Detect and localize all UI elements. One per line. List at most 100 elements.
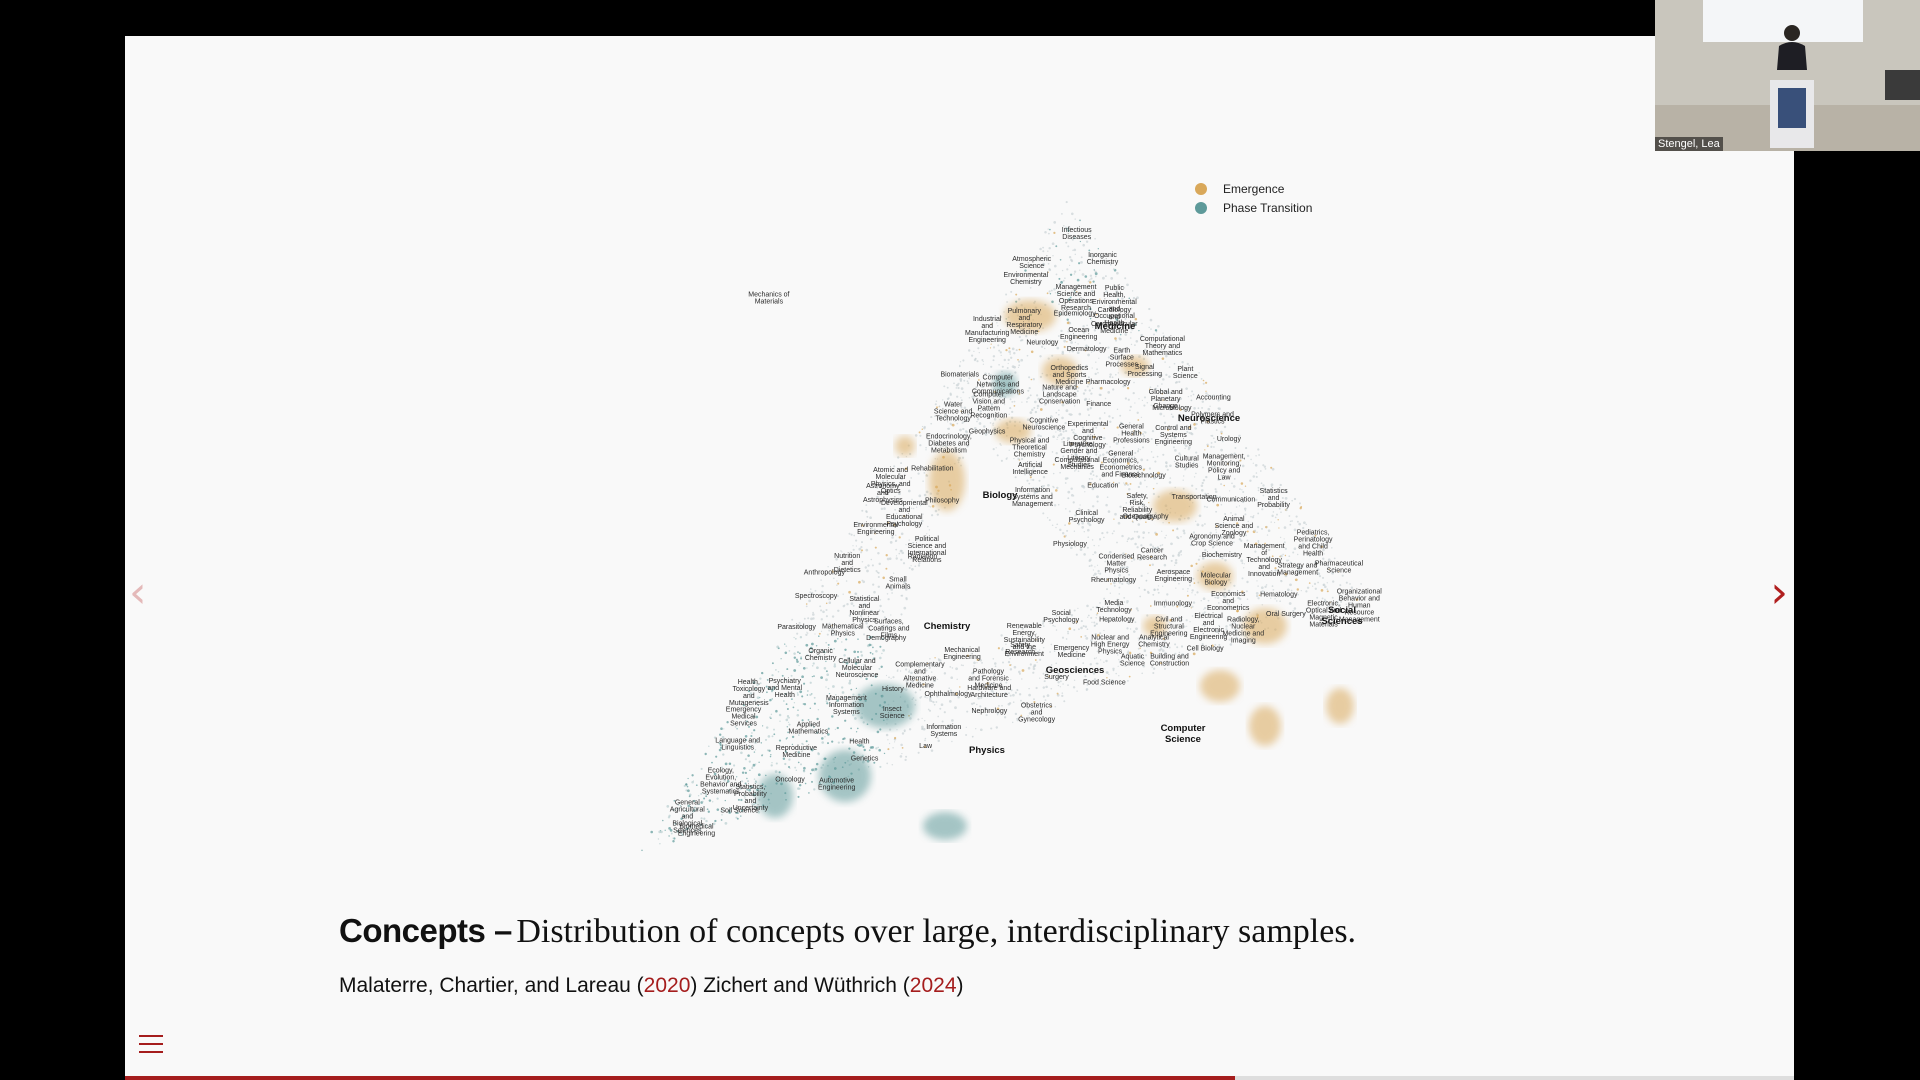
subfield-label-line: Research [1137,554,1167,561]
map-dot [878,667,881,670]
map-dot [1089,238,1092,240]
map-dot [1113,456,1116,459]
map-dot [1091,320,1093,322]
map-dot [1113,518,1115,520]
map-dot [1119,414,1122,417]
map-dot [1017,358,1019,361]
subfield-label-line: Pharmaceutical [1315,560,1364,567]
map-dot [1085,637,1089,640]
subfield-label: Rehabilitation [911,465,954,472]
map-dot [1020,714,1023,717]
map-dot [1077,343,1079,345]
map-dot [900,482,902,485]
subfield-label-line: Physics [1098,649,1123,656]
map-dot [753,709,756,712]
subfield-label-line: History [882,686,904,693]
subfield-label: Safety, Risk, Reliability and Quality [1120,493,1156,521]
map-dot [905,668,908,671]
map-dot [1009,694,1012,697]
map-dot [991,709,994,712]
map-dot [790,674,793,677]
map-dot [1204,611,1206,614]
map-dot [1087,376,1090,379]
subfield-label: Philosophy [925,497,960,504]
map-dot [1082,662,1085,664]
map-dot [1102,615,1104,618]
subfield-label: Reproductive Medicine [776,745,817,759]
map-dot [1239,528,1241,530]
map-dot [785,738,787,740]
map-dot [1221,557,1224,560]
map-dot [815,645,818,647]
map-dot [1198,372,1200,374]
map-dot [1038,440,1042,444]
chevron-left-icon[interactable]: ‹ [129,567,147,618]
map-dot [1303,521,1306,525]
map-dot [1081,521,1084,525]
map-dot [1166,578,1169,581]
map-dot [1119,457,1123,460]
map-dot [1079,240,1082,243]
map-dot [1001,704,1003,707]
map-dot [753,751,756,753]
subfield-label-line: Electronic [1193,627,1224,634]
subfield-label-line: Imaging [1231,638,1256,645]
map-dot [801,719,804,722]
map-dot [1220,483,1223,486]
map-dot [833,663,836,666]
map-dot [1065,409,1069,413]
map-dot [1069,611,1072,614]
map-dot [1296,588,1300,591]
map-dot [1048,268,1052,272]
map-dot [1089,407,1092,410]
map-dot [1078,412,1082,416]
map-dot [1137,523,1141,526]
map-dot [1086,385,1089,388]
subfield-label-line: and Forensic [968,675,1009,682]
hamburger-menu-icon[interactable] [139,1035,163,1057]
map-dot [1323,553,1325,555]
map-cluster [895,436,915,456]
map-dot [1092,350,1095,352]
map-dot [895,555,898,557]
map-dot [970,702,974,706]
map-dot [1080,620,1083,623]
map-dot [870,684,873,687]
subfield-label-line: Chemistry [1010,279,1042,286]
map-dot [1094,372,1097,376]
map-dot [1196,591,1199,594]
map-dot [928,709,932,712]
map-dot [740,751,743,755]
map-dot [1012,701,1015,703]
map-dot [816,731,819,734]
map-dot [949,689,953,692]
map-dot [875,747,878,750]
map-dot [1066,437,1070,440]
citation-year-link[interactable]: 2024 [909,974,957,997]
map-dot [855,687,858,690]
map-dot [667,816,671,819]
map-dot [1207,407,1211,411]
map-dot [925,449,927,451]
map-dot [1270,466,1273,469]
map-dot [1272,511,1275,513]
map-dot [1060,329,1063,333]
map-dot [1154,460,1157,463]
map-dot [977,413,980,416]
citation-year-link[interactable]: 2020 [643,974,691,997]
map-dot [1090,639,1093,642]
chevron-right-icon[interactable]: › [1770,567,1788,618]
subfield-label-line: Management [1056,284,1097,291]
map-dot [1076,456,1080,459]
subfield-label-line: General [1108,450,1133,457]
map-dot [1030,378,1033,381]
map-dot [1266,556,1268,559]
subfield-label-line: Environmental [853,522,898,529]
map-dot [1047,357,1050,360]
map-dot [929,506,931,508]
subfield-label-line: and Child [1298,544,1328,551]
map-dot [941,399,944,401]
subfield-label-line: and [1082,428,1094,435]
map-dot [922,480,924,482]
map-dot [1165,354,1168,358]
